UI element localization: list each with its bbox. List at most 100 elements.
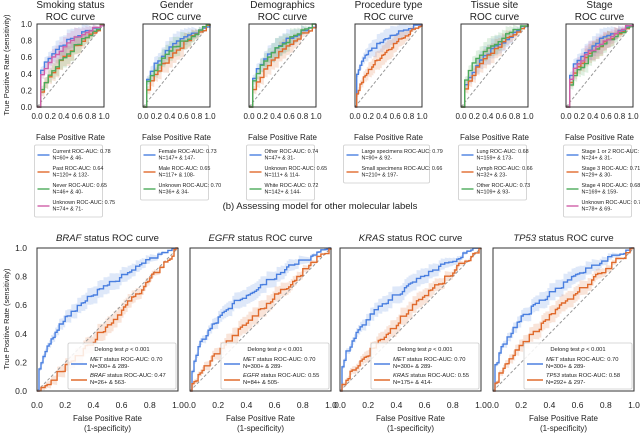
legend-title-p: p	[277, 347, 282, 353]
roc-panel: 0.0 0.2 0.4 0.6 0.8 1.0 KRAS status ROC curve F…	[334, 233, 487, 433]
x-tick-label: 1.0	[172, 400, 184, 410]
legend-gene: BRAF	[90, 373, 106, 379]
title-rest: status ROC curve	[81, 233, 159, 244]
legend-title: Delong test p < 0.001	[550, 347, 605, 353]
legend-entry: Lung ROC-AUC: 0.68	[477, 149, 529, 155]
x-tick-label: 0.2	[45, 112, 57, 121]
legend-count: N=300+ & 289-	[90, 364, 129, 370]
x-tick-label: 0.6	[496, 112, 508, 121]
legend-count: N=32+ & 23-	[477, 173, 508, 179]
legend-gene: KRAS	[393, 373, 409, 379]
x-tick-label: 0.0	[31, 400, 43, 410]
x-axis-label: False Positive Rate	[529, 414, 598, 423]
x-tick-label: 0.2	[151, 112, 163, 121]
legend-count: N=46+ & 40-	[53, 190, 84, 196]
legend-entry: Stage 3 ROC-AUC: 0.71	[582, 166, 640, 172]
confidence-band	[355, 24, 422, 107]
chance-diagonal	[492, 247, 635, 392]
legend-count: N=36+ & 34-	[159, 190, 190, 196]
x-tick-label: 0.2	[363, 112, 375, 121]
x-tick-label: 0.8	[403, 112, 415, 121]
title-gene: EGFR	[209, 233, 236, 244]
panel-title: ROC curve	[575, 12, 625, 23]
plot-frame	[142, 23, 211, 108]
panel-title: BRAF status ROC curve	[56, 233, 159, 244]
legend-entry: Large specimens ROC-AUC: 0.79	[362, 149, 443, 155]
x-tick-label: 0.0	[334, 400, 346, 410]
roc-panel: 0.0 0.2 0.4 0.6 0.8 1.0 0.0 0.2 0.4 0.6 0.8 1.0 BRAF…	[2, 233, 184, 433]
y-tick-label: 0.2	[21, 86, 33, 95]
plot-frame	[354, 23, 423, 108]
legend-count: N=147+ & 147-	[159, 156, 196, 162]
legend-gene: TP53	[546, 373, 561, 379]
title-rest: status ROC curve	[385, 233, 463, 244]
legend-entry: EGFR status ROC-AUC: 0.55	[243, 373, 319, 379]
x-tick-label: 0.6	[178, 112, 190, 121]
legend-entry: MET status ROC-AUC: 0.70	[243, 357, 316, 363]
x-tick-label: 1.0	[325, 400, 337, 410]
roc-line-orange	[355, 24, 423, 108]
legend-entry: Stage 4 ROC-AUC: 0.68	[582, 183, 640, 189]
legend-entry: Female ROC-AUC: 0.73	[159, 149, 217, 155]
chance-diagonal	[36, 23, 105, 108]
x-tick-label: 0.4	[58, 112, 70, 121]
y-tick-label: 0.6	[15, 300, 27, 310]
x-tick-label: 0.2	[574, 112, 586, 121]
x-tick-label: 0.6	[390, 112, 402, 121]
x-tick-label: 0.0	[243, 112, 255, 121]
chance-diagonal	[189, 247, 332, 392]
legend-count: N=47+ & 31-	[265, 156, 296, 162]
y-tick-label: 1.0	[15, 243, 27, 253]
x-tick-label: 0.8	[297, 112, 309, 121]
legend-entry: Unknown ROC-AUC: 0.65	[265, 166, 328, 172]
legend-count: N=26+ & 563-	[90, 380, 126, 386]
roc-line-orange	[461, 24, 529, 108]
x-tick-label: 1.0	[310, 112, 322, 121]
panel-title: ROC curve	[152, 12, 202, 23]
x-axis-label: False Positive Rate	[73, 414, 142, 423]
x-tick-label: 0.8	[297, 400, 309, 410]
legend-count: N=117+ & 108-	[159, 173, 195, 179]
x-tick-label: 0.4	[164, 112, 176, 121]
panel-title: Gender	[160, 0, 194, 11]
legend: Current ROC-AUC: 0.78N=60+ & 46- Past ROC…	[34, 144, 115, 218]
chance-diagonal	[565, 23, 634, 108]
x-tick-label: 0.6	[72, 112, 84, 121]
legend-count: N=90+ & 92-	[362, 156, 393, 162]
y-tick-label: 0.4	[21, 70, 33, 79]
x-axis-label: False Positive Rate	[36, 133, 105, 142]
x-tick-label: 0.4	[240, 400, 252, 410]
x-axis-label: False Positive Rate	[248, 133, 317, 142]
x-tick-label: 1.0	[628, 400, 640, 410]
legend-title: Delong test p < 0.001	[247, 347, 302, 353]
plot-frame	[492, 247, 635, 392]
x-tick-label: 0.2	[469, 112, 481, 121]
roc-line-blue	[190, 247, 331, 392]
legend-count: N=120+ & 132-	[53, 173, 90, 179]
plot-frame	[36, 23, 105, 108]
legend-box	[523, 342, 633, 390]
legend-entry: Unknown ROC-AUC: 0.70	[159, 183, 222, 189]
legend-auc: status ROC-AUC: 0.70	[558, 357, 618, 363]
confidence-band	[37, 24, 104, 107]
legend-entry: MET status ROC-AUC: 0.70	[393, 357, 466, 363]
legend-auc: status ROC-AUC: 0.47	[105, 373, 165, 379]
legend-count: N=169+ & 159-	[582, 190, 619, 196]
y-axis-label: True Positive Rate (sensitivity)	[2, 268, 11, 370]
roc-panel: 0.0 0.2 0.4 0.6 0.8 1.0 TP53 status ROC curve F…	[487, 233, 640, 433]
roc-line-blue	[493, 247, 634, 392]
x-axis-label: False Positive Rate	[460, 133, 529, 142]
x-axis-label: (1-specificity)	[540, 424, 587, 433]
legend-count: N=210+ & 197-	[362, 173, 399, 179]
legend-auc: status ROC-AUC: 0.55	[409, 373, 469, 379]
legend-count: N=300+ & 289-	[393, 364, 432, 370]
confidence-band	[461, 24, 528, 107]
legend-entry: Small specimens ROC-AUC: 0.66	[362, 166, 443, 172]
chance-diagonal	[354, 23, 423, 108]
roc-line-orange	[249, 24, 317, 108]
x-axis-label: False Positive Rate	[226, 414, 295, 423]
plot-frame	[460, 23, 529, 108]
legend-title-post: < 0.001	[129, 347, 150, 353]
